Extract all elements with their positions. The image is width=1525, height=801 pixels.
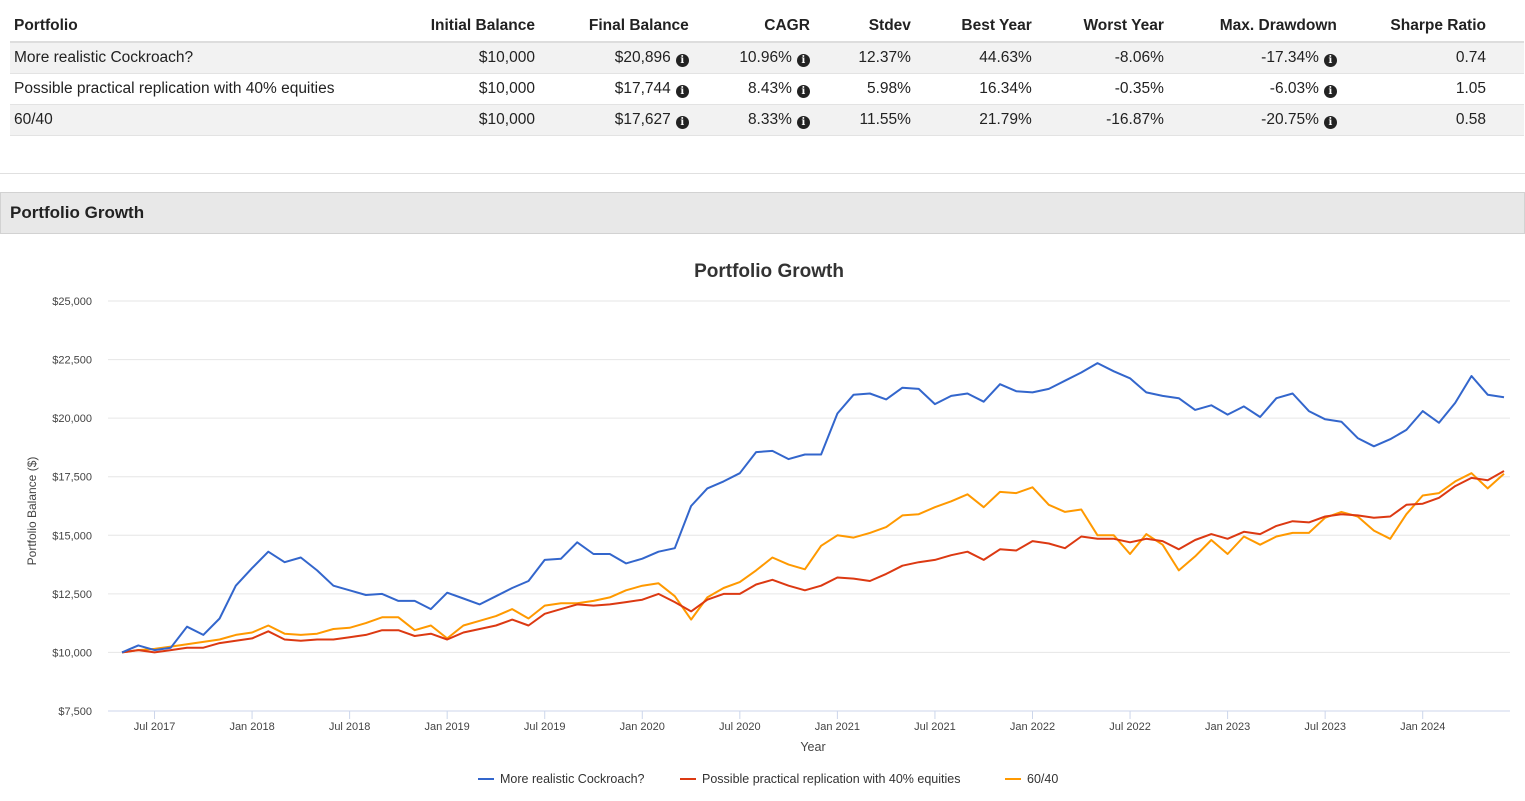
cell-portfolio: Possible practical replication with 40% …	[10, 73, 415, 105]
cell-initial-balance: $10,000	[414, 73, 573, 105]
y-tick-label: $20,000	[52, 413, 92, 425]
cell-initial-balance: $10,000	[414, 42, 573, 74]
cell-worst-year: -8.06%	[1069, 42, 1202, 74]
section-divider	[0, 173, 1525, 174]
y-tick-label: $25,000	[52, 296, 92, 308]
x-tick-label: Jan 2024	[1400, 721, 1445, 733]
cell-sharpe-ratio: 0.74	[1374, 42, 1524, 74]
info-circle-icon[interactable]: i	[796, 54, 810, 67]
max-drawdown-value: -20.75%	[1261, 111, 1319, 128]
cell-final-balance: $17,627 i	[572, 104, 727, 136]
y-tick-label: $17,500	[52, 472, 92, 484]
portfolio-growth-panel-header: Portfolio Growth	[0, 192, 1525, 234]
x-tick-label: Jul 2023	[1304, 721, 1346, 733]
final-balance-value: $17,744	[614, 80, 671, 97]
series-line-3	[121, 472, 1505, 654]
final-balance-value: $17,627	[614, 111, 671, 128]
y-tick-label: $12,500	[52, 589, 92, 601]
cell-max-drawdown: -17.34% i	[1201, 42, 1375, 74]
table-row: 60/40 $10,000 $17,627 i 8.33% i 11.55% 21.…	[10, 104, 1524, 136]
cell-cagr: 8.33% i	[726, 104, 848, 136]
info-circle-icon[interactable]: i	[1323, 85, 1337, 98]
cell-stdev: 12.37%	[847, 42, 949, 74]
x-tick-label: Jul 2018	[329, 721, 371, 733]
y-tick-label: $15,000	[52, 530, 92, 542]
max-drawdown-value: -6.03%	[1269, 80, 1319, 97]
col-header-best-year: Best Year	[948, 10, 1070, 43]
cell-final-balance: $20,896 i	[572, 42, 727, 74]
cell-sharpe-ratio: 0.58	[1374, 104, 1524, 136]
x-tick-label: Jan 2019	[425, 721, 470, 733]
cell-final-balance: $17,744 i	[572, 73, 727, 105]
cell-stdev: 11.55%	[847, 104, 949, 136]
x-tick-label: Jan 2018	[229, 721, 274, 733]
info-circle-icon[interactable]: i	[1323, 54, 1337, 67]
chart-title: Portfolio Growth	[694, 261, 844, 282]
cell-initial-balance: $10,000	[414, 104, 573, 136]
cagr-value: 8.33%	[747, 111, 792, 128]
max-drawdown-value: -17.34%	[1261, 49, 1319, 66]
col-header-stdev: Stdev	[847, 10, 949, 43]
col-header-portfolio: Portfolio	[10, 10, 415, 43]
table-row: More realistic Cockroach? $10,000 $20,89…	[10, 42, 1524, 74]
x-tick-label: Jan 2021	[815, 721, 860, 733]
x-tick-label: Jul 2020	[719, 721, 761, 733]
cell-cagr: 10.96% i	[726, 42, 848, 74]
col-header-initial-balance: Initial Balance	[414, 10, 573, 43]
y-axis-label: Portfolio Balance ($)	[25, 457, 39, 566]
x-tick-label: Jul 2017	[134, 721, 176, 733]
info-circle-icon[interactable]: i	[675, 85, 689, 98]
x-tick-label: Jul 2019	[524, 721, 566, 733]
cell-worst-year: -16.87%	[1069, 104, 1202, 136]
portfolio-growth-chart: Portfolio Growth $7,500 $10,000 $12,500 $15,…	[25, 261, 1510, 786]
cell-portfolio: 60/40	[10, 104, 415, 136]
table-header-row: Portfolio Initial Balance Final Balance …	[10, 10, 1524, 43]
col-header-max-drawdown: Max. Drawdown	[1201, 10, 1375, 43]
x-tick-label: Jul 2021	[914, 721, 956, 733]
y-tick-label: $22,500	[52, 355, 92, 367]
series-line-1	[121, 362, 1505, 654]
series-line-2	[121, 470, 1505, 654]
legend-label: Possible practical replication with 40% …	[702, 772, 960, 786]
info-circle-icon[interactable]: i	[796, 85, 810, 98]
table-row: Possible practical replication with 40% …	[10, 73, 1524, 105]
portfolio-summary-table: Portfolio Initial Balance Final Balance …	[10, 10, 1524, 136]
col-header-sharpe-ratio: Sharpe Ratio	[1374, 10, 1524, 43]
x-tick-label: Jul 2022	[1109, 721, 1151, 733]
y-tick-label: $10,000	[52, 647, 92, 659]
x-tick-label: Jan 2023	[1205, 721, 1250, 733]
x-axis-label: Year	[800, 740, 825, 754]
x-tick-label: Jan 2020	[620, 721, 665, 733]
info-circle-icon[interactable]: i	[675, 116, 689, 129]
panel-title: Portfolio Growth	[10, 203, 145, 222]
cagr-value: 8.43%	[747, 80, 792, 97]
col-header-worst-year: Worst Year	[1069, 10, 1202, 43]
col-header-cagr: CAGR	[726, 10, 848, 43]
legend-label: 60/40	[1027, 772, 1058, 786]
legend-label: More realistic Cockroach?	[500, 772, 645, 786]
cell-stdev: 5.98%	[847, 73, 949, 105]
cell-max-drawdown: -6.03% i	[1201, 73, 1375, 105]
x-tick-label: Jan 2022	[1010, 721, 1055, 733]
cagr-value: 10.96%	[739, 49, 792, 66]
cell-cagr: 8.43% i	[726, 73, 848, 105]
info-circle-icon[interactable]: i	[1323, 116, 1337, 129]
cell-best-year: 21.79%	[948, 104, 1070, 136]
final-balance-value: $20,896	[614, 49, 671, 66]
cell-best-year: 16.34%	[948, 73, 1070, 105]
cell-max-drawdown: -20.75% i	[1201, 104, 1375, 136]
cell-best-year: 44.63%	[948, 42, 1070, 74]
y-tick-label: $7,500	[58, 706, 92, 718]
info-circle-icon[interactable]: i	[796, 116, 810, 129]
cell-worst-year: -0.35%	[1069, 73, 1202, 105]
col-header-final-balance: Final Balance	[572, 10, 727, 43]
cell-portfolio: More realistic Cockroach?	[10, 42, 415, 74]
cell-sharpe-ratio: 1.05	[1374, 73, 1524, 105]
info-circle-icon[interactable]: i	[675, 54, 689, 67]
